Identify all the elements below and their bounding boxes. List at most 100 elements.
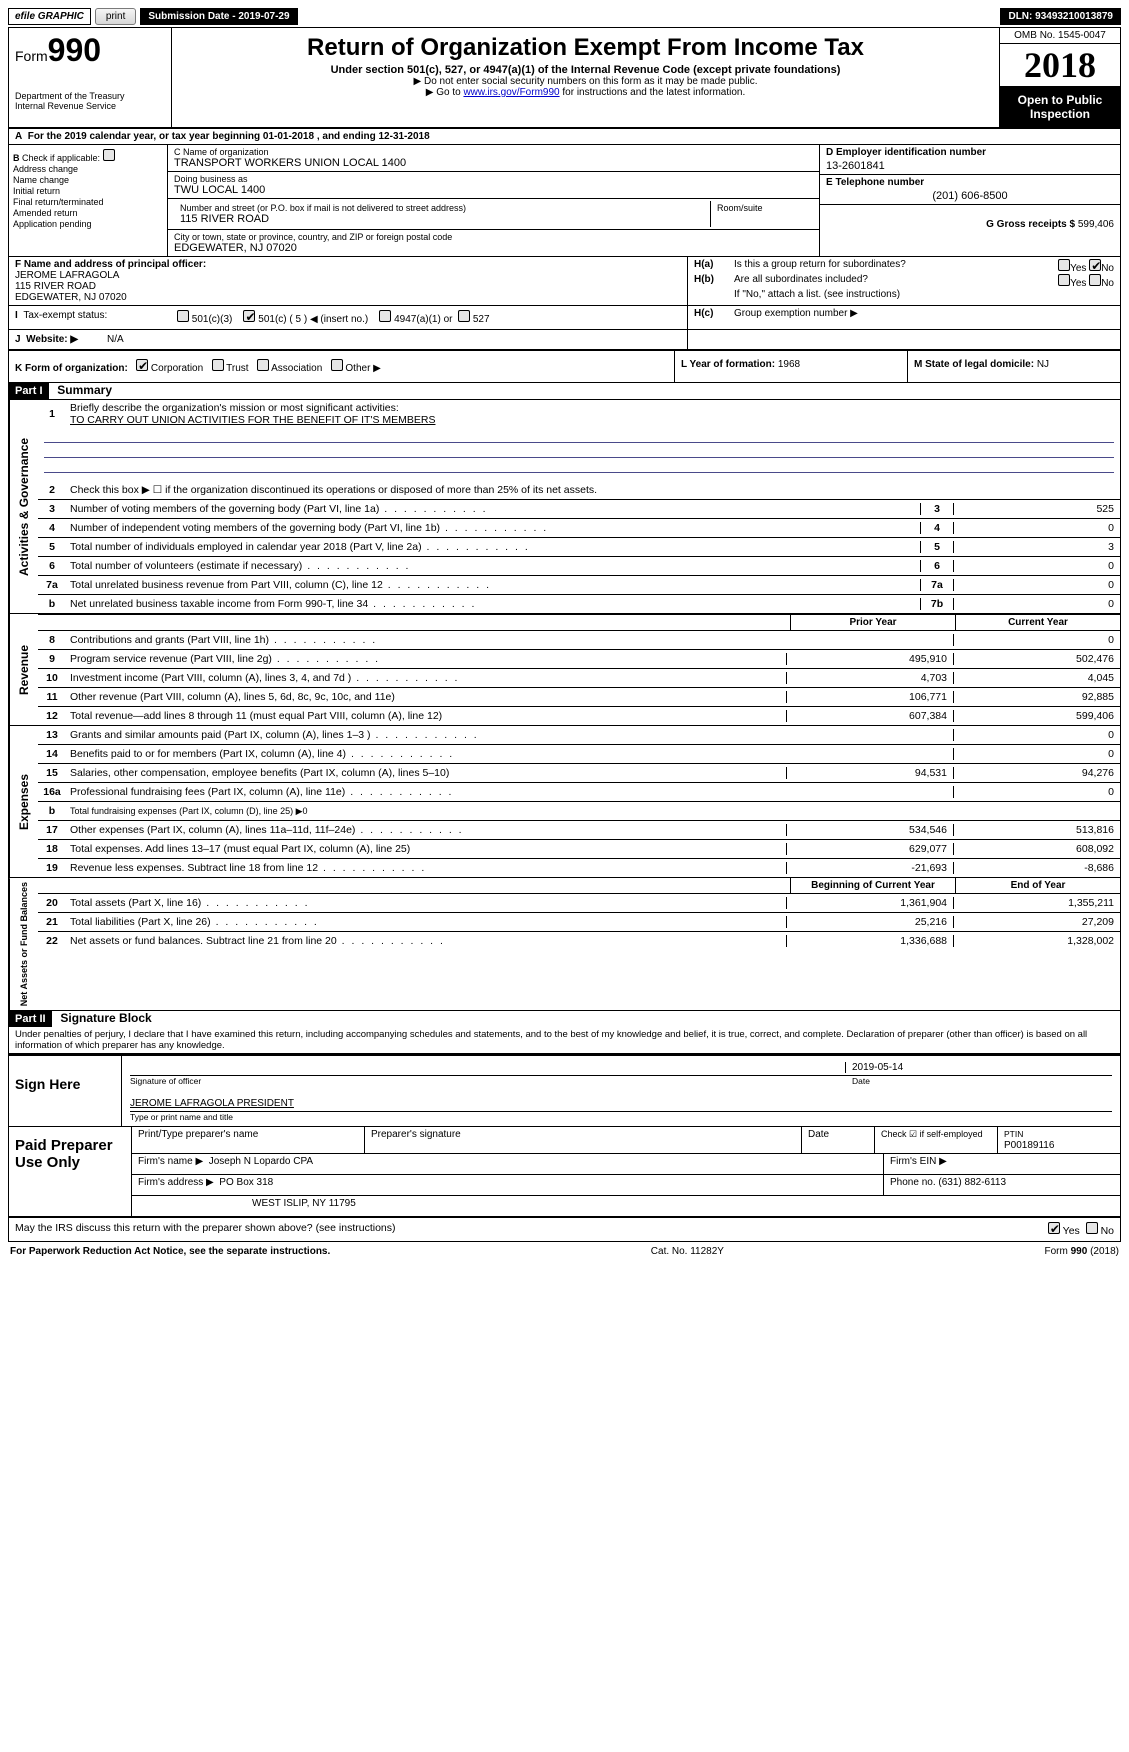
hb-yes-checkbox[interactable] (1058, 274, 1070, 286)
dba-label: Doing business as (174, 174, 813, 184)
dln: DLN: 93493210013879 (1000, 8, 1121, 25)
gross-receipts: 599,406 (1078, 219, 1114, 230)
opt-527: 527 (473, 314, 490, 325)
l12-curr: 599,406 (953, 710, 1120, 722)
other-checkbox[interactable] (331, 359, 343, 371)
l15-prior: 94,531 (786, 767, 953, 779)
col-begin-year: Beginning of Current Year (790, 878, 955, 893)
org-name: TRANSPORT WORKERS UNION LOCAL 1400 (174, 157, 813, 169)
l18-text: Total expenses. Add lines 13–17 (must eq… (66, 841, 786, 857)
chk-app-pending: Application pending (13, 219, 92, 229)
col-current: Current Year (955, 615, 1120, 630)
l13-curr: 0 (953, 729, 1120, 741)
form-number: 990 (48, 32, 101, 68)
527-checkbox[interactable] (458, 310, 470, 322)
l7b-val: 0 (954, 598, 1120, 610)
prep-name-hdr: Print/Type preparer's name (132, 1127, 365, 1153)
hc-label: H(c) (694, 308, 713, 319)
firm-phone-label: Phone no. (890, 1177, 936, 1188)
l9-text: Program service revenue (Part VIII, line… (70, 653, 380, 665)
ha-yes-checkbox[interactable] (1058, 259, 1070, 271)
l13-text: Grants and similar amounts paid (Part IX… (70, 729, 479, 741)
l17-text: Other expenses (Part IX, column (A), lin… (70, 824, 464, 836)
l17-curr: 513,816 (953, 824, 1120, 836)
hb-no-checkbox[interactable] (1089, 274, 1101, 286)
l21-text: Total liabilities (Part X, line 26) (70, 916, 319, 928)
discuss-yes-checkbox[interactable] (1048, 1222, 1060, 1234)
trust-checkbox[interactable] (212, 359, 224, 371)
firm-name: Joseph N Lopardo CPA (209, 1156, 313, 1167)
hb-text: Are all subordinates included? (734, 274, 1058, 289)
side-governance: Activities & Governance (9, 400, 38, 613)
discuss-q: May the IRS discuss this return with the… (15, 1222, 396, 1234)
l20-text: Total assets (Part X, line 16) (70, 897, 310, 909)
hb-no: No (1101, 278, 1114, 289)
l21-curr: 27,209 (953, 916, 1120, 928)
l3-text: Number of voting members of the governin… (70, 503, 488, 515)
subtitle-2: ▶ Do not enter social security numbers o… (180, 76, 991, 87)
firm-ein-label: Firm's EIN ▶ (884, 1154, 1120, 1174)
assoc-checkbox[interactable] (257, 359, 269, 371)
irs-link[interactable]: www.irs.gov/Form990 (463, 87, 559, 98)
l20-curr: 1,355,211 (953, 897, 1120, 909)
501c3-checkbox[interactable] (177, 310, 189, 322)
omb-number: OMB No. 1545-0047 (1000, 28, 1120, 44)
chk-address-change: Address change (13, 164, 78, 174)
discuss-yes: Yes (1063, 1225, 1080, 1237)
checkbox-icon[interactable] (103, 149, 115, 161)
paid-preparer-label: Paid Preparer Use Only (9, 1127, 131, 1216)
l6-num: 6 (920, 560, 954, 572)
l3-num: 3 (920, 503, 954, 515)
city-label: City or town, state or province, country… (174, 232, 813, 242)
chk-final-return: Final return/terminated (13, 197, 104, 207)
print-button[interactable]: print (95, 8, 136, 25)
col-end-year: End of Year (955, 878, 1120, 893)
subtitle-1: Under section 501(c), 527, or 4947(a)(1)… (180, 64, 991, 76)
prep-date-hdr: Date (802, 1127, 875, 1153)
subtitle-3b: for instructions and the latest informat… (560, 87, 746, 98)
l12-prior: 607,384 (786, 710, 953, 722)
footer-mid: Cat. No. 11282Y (651, 1246, 724, 1257)
ptin-label: PTIN (1004, 1129, 1023, 1139)
sig-date-label: Date (846, 1076, 1112, 1086)
l17-prior: 534,546 (786, 824, 953, 836)
discuss-no: No (1101, 1225, 1114, 1237)
l7a-text: Total unrelated business revenue from Pa… (70, 579, 491, 591)
gross-receipts-label: G Gross receipts $ (986, 219, 1075, 230)
phone: (201) 606-8500 (826, 190, 1114, 202)
part1-tag: Part I (9, 383, 49, 399)
opt-assoc: Association (271, 363, 322, 374)
4947-checkbox[interactable] (379, 310, 391, 322)
corp-checkbox[interactable] (136, 359, 148, 371)
ein: 13-2601841 (826, 160, 1114, 172)
discuss-no-checkbox[interactable] (1086, 1222, 1098, 1234)
l7a-num: 7a (920, 579, 954, 591)
org-name-label: C Name of organization (174, 147, 813, 157)
box-j-label: Website: ▶ (26, 334, 78, 345)
l16a-text: Professional fundraising fees (Part IX, … (70, 786, 453, 798)
side-expenses: Expenses (9, 726, 38, 877)
hb-yes: Yes (1070, 278, 1086, 289)
firm-addr2: WEST ISLIP, NY 11795 (132, 1196, 1120, 1216)
opt-trust: Trust (226, 363, 248, 374)
dept-irs: Internal Revenue Service (15, 101, 116, 111)
l21-prior: 25,216 (786, 916, 953, 928)
ha-no-checkbox[interactable] (1089, 259, 1101, 271)
footer-left: For Paperwork Reduction Act Notice, see … (10, 1246, 330, 1257)
l12-text: Total revenue—add lines 8 through 11 (mu… (66, 708, 786, 724)
chk-initial-return: Initial return (13, 186, 60, 196)
hc-text: Group exemption number ▶ (734, 308, 858, 319)
l14-text: Benefits paid to or for members (Part IX… (70, 748, 454, 760)
501c-checkbox[interactable] (243, 310, 255, 322)
firm-name-label: Firm's name ▶ (138, 1156, 203, 1167)
firm-addr-label: Firm's address ▶ (138, 1177, 214, 1188)
opt-501c3: 501(c)(3) (192, 314, 233, 325)
box-l-label: L Year of formation: (681, 359, 775, 370)
tax-year: 2018 (1000, 44, 1120, 87)
l22-curr: 1,328,002 (953, 935, 1120, 947)
city: EDGEWATER, NJ 07020 (174, 242, 813, 254)
l4-text: Number of independent voting members of … (70, 522, 548, 534)
room-suite-label: Room/suite (711, 201, 813, 227)
submission-date: Submission Date - 2019-07-29 (140, 8, 297, 25)
efile-label: efile GRAPHIC (8, 8, 91, 25)
